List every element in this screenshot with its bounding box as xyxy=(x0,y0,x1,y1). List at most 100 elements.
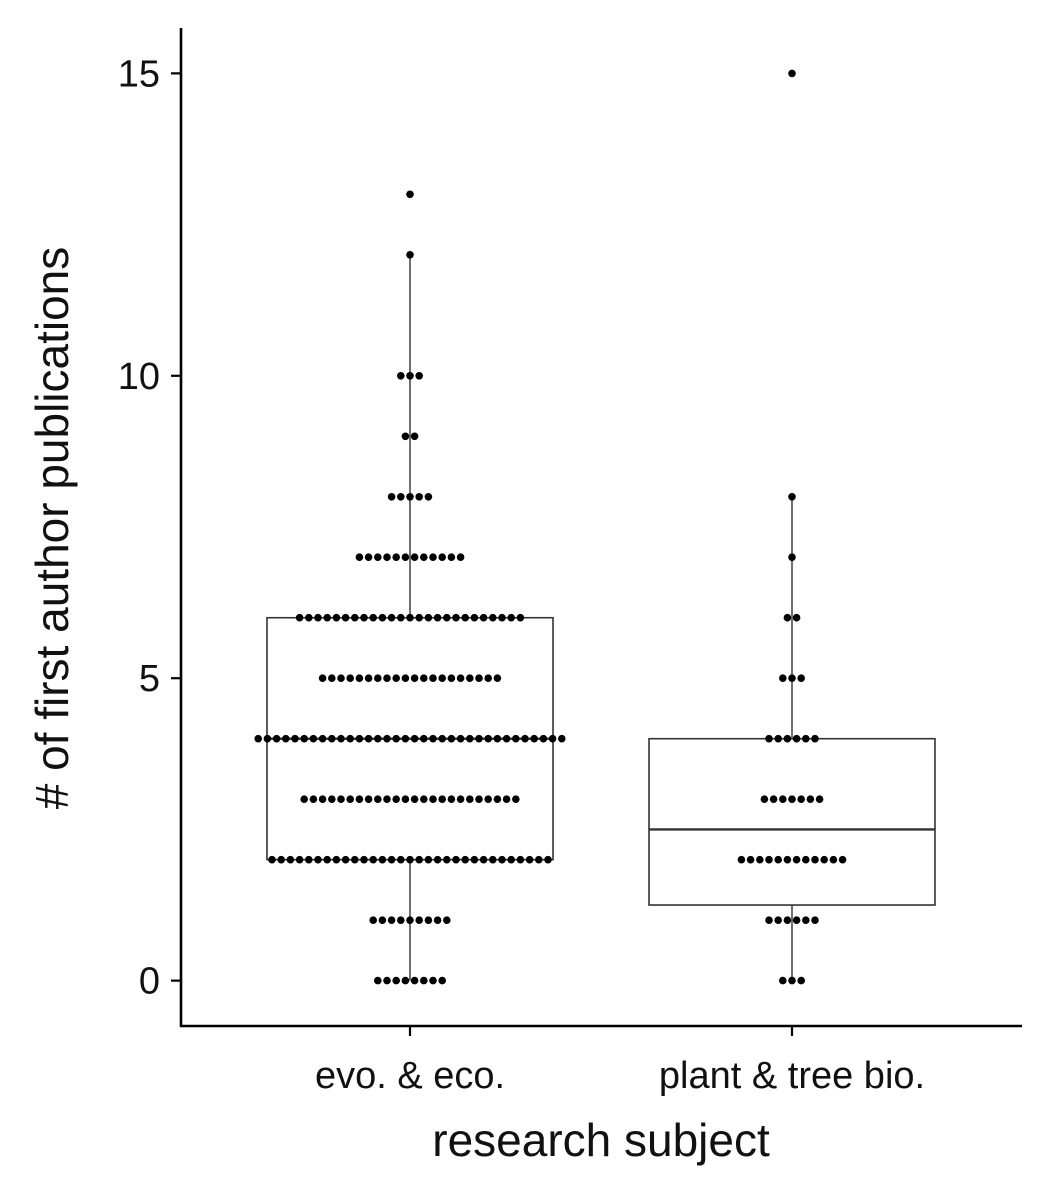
data-point xyxy=(802,734,810,743)
data-point xyxy=(332,855,341,864)
data-point xyxy=(309,795,318,803)
data-point xyxy=(498,613,506,622)
data-point xyxy=(493,734,502,743)
data-point xyxy=(383,674,391,682)
data-point xyxy=(263,734,272,743)
data-point xyxy=(461,855,470,864)
data-point xyxy=(415,372,424,380)
data-point xyxy=(387,916,396,924)
data-point xyxy=(797,674,805,682)
data-point xyxy=(470,613,479,622)
data-point xyxy=(558,734,566,743)
data-point xyxy=(456,553,465,561)
data-point xyxy=(475,674,483,682)
data-point xyxy=(328,674,336,682)
data-point xyxy=(424,916,433,924)
data-point xyxy=(397,855,405,864)
data-point xyxy=(410,674,419,682)
data-point xyxy=(341,855,350,864)
data-point xyxy=(406,493,414,501)
data-point xyxy=(374,553,382,561)
data-point xyxy=(783,613,792,622)
data-point xyxy=(397,613,405,622)
data-point xyxy=(769,795,778,803)
data-point xyxy=(374,734,382,743)
data-point xyxy=(438,734,447,743)
data-point xyxy=(424,493,433,501)
data-point xyxy=(300,795,309,803)
y-tick-label: 15 xyxy=(118,53,160,95)
data-point xyxy=(788,976,796,985)
x-tick-label: evo. & eco. xyxy=(315,1055,505,1097)
dots-layer xyxy=(254,69,847,985)
data-point xyxy=(332,613,341,622)
x-tick-label: plant & tree bio. xyxy=(659,1055,925,1097)
data-point xyxy=(392,553,401,561)
data-point xyxy=(811,855,819,864)
data-point xyxy=(447,734,456,743)
data-point xyxy=(392,976,401,985)
data-point xyxy=(774,916,782,924)
data-point xyxy=(397,372,405,380)
x-ticks: evo. & eco. plant & tree bio. xyxy=(315,1026,925,1097)
data-point xyxy=(424,855,433,864)
data-point xyxy=(346,734,355,743)
data-point xyxy=(479,613,488,622)
data-point xyxy=(300,734,309,743)
data-point xyxy=(272,734,281,743)
data-point xyxy=(811,916,819,924)
data-point xyxy=(420,976,428,985)
x-axis-title: research subject xyxy=(432,1114,770,1166)
data-point xyxy=(374,795,382,803)
data-point xyxy=(502,795,511,803)
data-point xyxy=(484,795,493,803)
data-point xyxy=(369,916,378,924)
data-point xyxy=(838,855,847,864)
data-point xyxy=(410,976,419,985)
data-point xyxy=(410,553,419,561)
data-point xyxy=(429,553,437,561)
data-point xyxy=(323,613,332,622)
data-point xyxy=(535,855,543,864)
data-point xyxy=(516,613,525,622)
data-point xyxy=(360,613,368,622)
data-point xyxy=(314,613,322,622)
data-point xyxy=(783,734,792,743)
data-point xyxy=(406,613,414,622)
data-point xyxy=(401,734,410,743)
data-point xyxy=(544,855,552,864)
data-point xyxy=(829,855,838,864)
data-point xyxy=(406,855,414,864)
box xyxy=(648,737,936,906)
data-point xyxy=(502,734,511,743)
data-point xyxy=(788,69,796,78)
data-point xyxy=(420,734,428,743)
data-point xyxy=(383,734,391,743)
data-point xyxy=(410,795,419,803)
data-point xyxy=(779,674,787,682)
data-point xyxy=(443,916,451,924)
data-point xyxy=(406,251,414,259)
data-point xyxy=(756,855,764,864)
data-point xyxy=(318,795,327,803)
data-point xyxy=(433,916,442,924)
data-point xyxy=(392,795,401,803)
data-point xyxy=(374,674,382,682)
data-point xyxy=(525,855,534,864)
data-point xyxy=(788,553,796,561)
data-point xyxy=(792,916,801,924)
data-point xyxy=(447,795,456,803)
data-point xyxy=(452,613,460,622)
data-point xyxy=(360,855,368,864)
data-point xyxy=(479,855,488,864)
data-point xyxy=(295,855,304,864)
data-point xyxy=(466,795,474,803)
data-point xyxy=(392,674,401,682)
data-point xyxy=(443,613,451,622)
data-point xyxy=(516,855,525,864)
data-point xyxy=(539,734,548,743)
data-point xyxy=(475,734,483,743)
data-point xyxy=(282,734,290,743)
data-point xyxy=(420,795,428,803)
data-point xyxy=(783,916,792,924)
